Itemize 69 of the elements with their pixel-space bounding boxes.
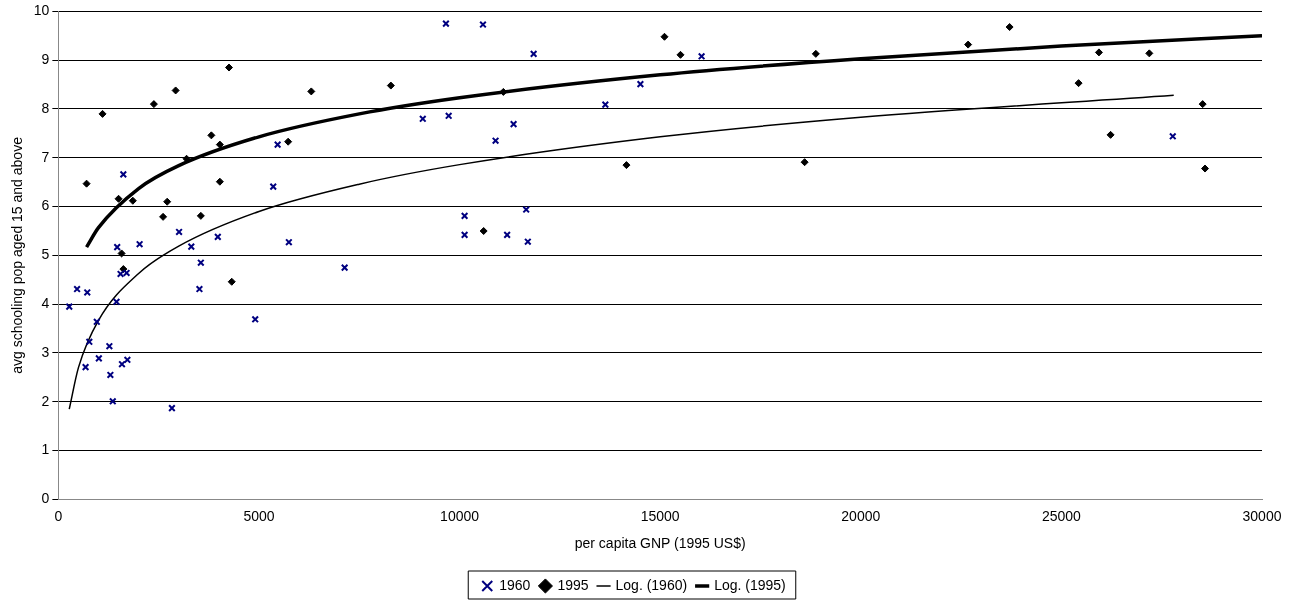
point xyxy=(114,194,123,203)
y-tick-label: 6 xyxy=(41,197,50,214)
point xyxy=(159,212,168,221)
point xyxy=(207,131,216,140)
legend-label: Log. (1960) xyxy=(615,576,688,593)
y-tick-label: 9 xyxy=(41,51,50,68)
x-tick-label: 20000 xyxy=(841,507,881,524)
point xyxy=(1198,100,1207,109)
y-tick-label: 10 xyxy=(33,2,50,19)
point xyxy=(964,40,973,49)
point xyxy=(1201,164,1210,173)
point xyxy=(622,161,631,170)
point xyxy=(225,63,234,72)
x-axis-title: per capita GNP (1995 US$) xyxy=(574,535,746,552)
point xyxy=(196,211,205,220)
point xyxy=(215,177,224,186)
point xyxy=(269,182,278,191)
legend-label: 1995 xyxy=(557,576,589,593)
y-tick-label: 1 xyxy=(41,441,50,458)
x-tick-label: 30000 xyxy=(1242,507,1282,524)
point xyxy=(128,196,137,205)
y-tick-label: 3 xyxy=(41,343,50,360)
point xyxy=(273,140,282,149)
point xyxy=(697,52,706,61)
x-tick-label: 5000 xyxy=(243,507,275,524)
x-tick-label: 25000 xyxy=(1041,507,1082,524)
point xyxy=(285,238,293,247)
point xyxy=(98,109,107,118)
legend-label: 1960 xyxy=(499,576,531,593)
point xyxy=(117,249,126,258)
x-tick-label: 15000 xyxy=(640,507,680,524)
point xyxy=(82,179,91,188)
y-tick-label: 7 xyxy=(41,148,50,165)
point xyxy=(112,297,121,306)
y-tick-label: 0 xyxy=(41,490,50,507)
point xyxy=(1145,49,1154,58)
point xyxy=(1106,130,1115,139)
point xyxy=(340,263,349,272)
point xyxy=(171,86,180,95)
x-tick-label: 10000 xyxy=(440,507,480,524)
point xyxy=(215,140,224,149)
point xyxy=(307,87,316,96)
point xyxy=(284,137,293,146)
point xyxy=(83,288,92,297)
point xyxy=(1094,48,1103,57)
y-tick-label: 8 xyxy=(41,99,50,116)
point xyxy=(676,50,685,59)
point xyxy=(119,170,128,179)
point xyxy=(1074,79,1083,88)
y-tick-label: 2 xyxy=(41,392,50,409)
point xyxy=(601,100,610,109)
point xyxy=(163,197,172,206)
point xyxy=(660,32,669,41)
point xyxy=(491,136,500,145)
legend-label: Log. (1995) xyxy=(714,576,786,593)
point xyxy=(65,302,74,311)
point xyxy=(386,81,395,90)
point xyxy=(227,277,236,286)
point xyxy=(811,49,820,58)
y-tick-label: 5 xyxy=(41,246,50,263)
point xyxy=(479,227,488,235)
point xyxy=(522,205,531,214)
point xyxy=(1005,23,1014,32)
y-axis-title: avg schooling pop aged 15 and above xyxy=(9,136,26,374)
point xyxy=(800,158,809,167)
y-tick-label: 4 xyxy=(41,295,50,312)
point xyxy=(149,100,158,109)
point xyxy=(187,242,196,251)
x-tick-label: 0 xyxy=(54,507,63,524)
